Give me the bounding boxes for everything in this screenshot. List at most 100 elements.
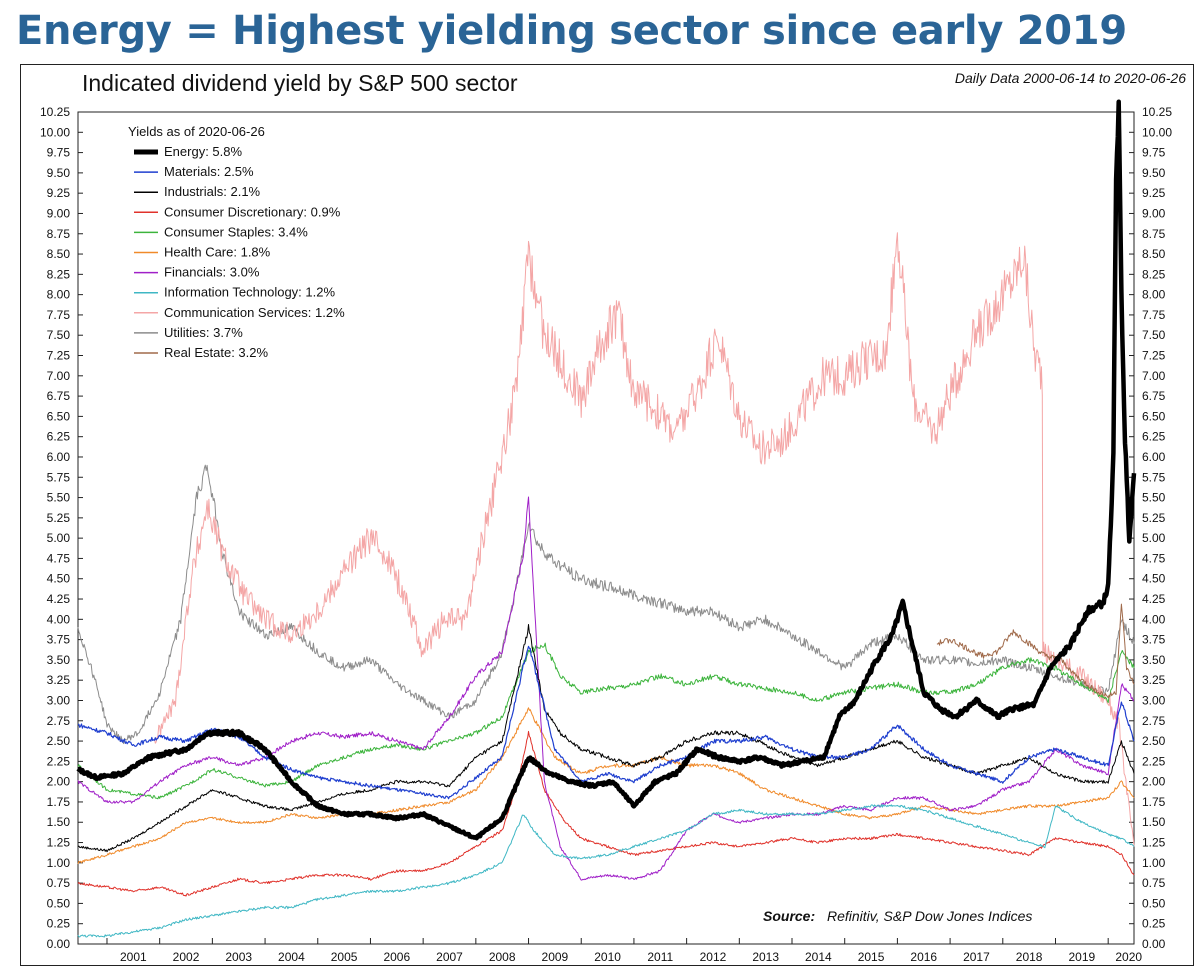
y-tick-label-left: 0.00 [47,937,71,951]
legend-label: Financials: 3.0% [164,265,260,280]
x-tick-label: 2008 [489,950,516,964]
y-tick-label-left: 1.25 [47,836,71,850]
y-tick-label-left: 7.25 [47,349,71,363]
y-tick-label-right: 9.50 [1142,166,1166,180]
y-tick-label-left: 2.00 [47,775,71,789]
x-tick-label: 2001 [120,950,147,964]
x-tick-label: 2018 [1016,950,1043,964]
y-tick-label-left: 8.75 [47,227,71,241]
y-tick-label-right: 2.50 [1142,734,1166,748]
y-tick-label-left: 6.00 [47,450,71,464]
y-tick-label-left: 2.75 [47,714,71,728]
y-tick-label-right: 5.00 [1142,531,1166,545]
series-line-3 [77,730,1135,897]
y-tick-label-right: 8.75 [1142,227,1166,241]
y-tick-label-right: 1.75 [1142,795,1166,809]
x-tick-label: 2014 [805,950,832,964]
legend-label: Information Technology: 1.2% [164,285,335,300]
legend-label: Industrials: 2.1% [164,184,261,199]
y-tick-label-left: 3.00 [47,693,71,707]
series-line-2 [77,624,1135,853]
y-tick-label-left: 1.50 [47,815,71,829]
legend-label: Health Care: 1.8% [164,245,271,260]
x-tick-label: 2009 [542,950,569,964]
series-line-1 [78,645,1135,800]
x-tick-label: 2007 [436,950,463,964]
series-line-10 [936,603,1135,699]
y-tick-label-left: 7.00 [47,369,71,383]
y-tick-label-left: 2.25 [47,754,71,768]
y-tick-label-right: 1.50 [1142,815,1166,829]
legend-label: Utilities: 3.7% [164,325,243,340]
source-label: Source: [763,908,815,924]
y-tick-label-right: 7.00 [1142,369,1166,383]
y-tick-label-left: 4.50 [47,572,71,586]
y-tick-label-right: 6.50 [1142,409,1166,423]
series-line-7 [77,804,1135,938]
x-tick-label: 2011 [647,950,673,964]
source-note: Source: Refinitiv, S&P Dow Jones Indices [763,908,1032,924]
y-tick-label-right: 0.50 [1142,896,1166,910]
y-tick-label-left: 6.50 [47,409,71,423]
y-tick-label-left: 5.75 [47,470,71,484]
y-tick-label-right: 3.25 [1142,673,1166,687]
y-tick-label-right: 3.00 [1142,693,1166,707]
y-tick-label-right: 9.75 [1142,146,1166,160]
y-tick-label-right: 3.75 [1142,633,1166,647]
series-line-4 [77,642,1135,800]
series-line-0 [76,99,1137,841]
chart-title: Indicated dividend yield by S&P 500 sect… [82,70,518,96]
plot-area [77,111,1135,945]
y-tick-label-left: 7.50 [47,328,71,342]
y-tick-label-right: 2.25 [1142,754,1166,768]
y-tick-label-left: 3.75 [47,633,71,647]
y-tick-label-left: 0.50 [47,896,71,910]
legend-label: Energy: 5.8% [164,144,242,159]
y-tick-label-left: 3.25 [47,673,71,687]
y-tick-label-left: 0.25 [47,917,71,931]
x-tick-label: 2004 [278,950,305,964]
y-tick-label-left: 0.75 [47,876,71,890]
y-tick-label-right: 1.25 [1142,836,1166,850]
y-tick-label-right: 0.75 [1142,876,1166,890]
y-tick-label-left: 1.75 [47,795,71,809]
y-tick-label-left: 7.75 [47,308,71,322]
x-tick-label: 2012 [700,950,727,964]
y-tick-label-right: 10.25 [1142,105,1172,119]
y-tick-label-left: 3.50 [47,653,71,667]
y-tick-label-left: 5.25 [47,511,71,525]
y-tick-label-right: 6.75 [1142,389,1166,403]
y-tick-label-left: 4.00 [47,612,71,626]
y-tick-label-right: 6.00 [1142,450,1166,464]
x-tick-label: 2005 [331,950,358,964]
x-tick-label: 2016 [910,950,937,964]
y-tick-label-left: 9.00 [47,206,71,220]
y-tick-label-left: 9.25 [47,186,71,200]
series-line-8 [153,232,1135,847]
y-tick-label-right: 6.25 [1142,430,1166,444]
y-tick-label-right: 9.25 [1142,186,1166,200]
y-tick-label-right: 7.75 [1142,308,1166,322]
y-tick-label-left: 4.75 [47,551,71,565]
headline: Energy = Highest yielding sector since e… [16,8,1127,54]
series-line-6 [77,496,1135,881]
y-tick-label-right: 0.00 [1142,937,1166,951]
y-tick-label-right: 7.25 [1142,349,1166,363]
legend-title: Yields as of 2020-06-26 [128,124,265,139]
y-tick-label-right: 5.75 [1142,470,1166,484]
y-tick-label-left: 9.75 [47,146,71,160]
y-tick-label-left: 6.25 [47,430,71,444]
y-tick-label-right: 4.75 [1142,551,1166,565]
chart-subtitle: Daily Data 2000-06-14 to 2020-06-26 [954,70,1186,86]
y-tick-label-right: 2.75 [1142,714,1166,728]
series-layer [76,99,1137,938]
x-tick-label: 2010 [594,950,621,964]
y-tick-label-right: 8.00 [1142,288,1166,302]
y-tick-label-left: 8.25 [47,267,71,281]
y-tick-label-right: 4.00 [1142,612,1166,626]
y-tick-label-left: 6.75 [47,389,71,403]
y-tick-label-right: 3.50 [1142,653,1166,667]
y-tick-label-right: 5.25 [1142,511,1166,525]
x-tick-label: 2006 [383,950,410,964]
